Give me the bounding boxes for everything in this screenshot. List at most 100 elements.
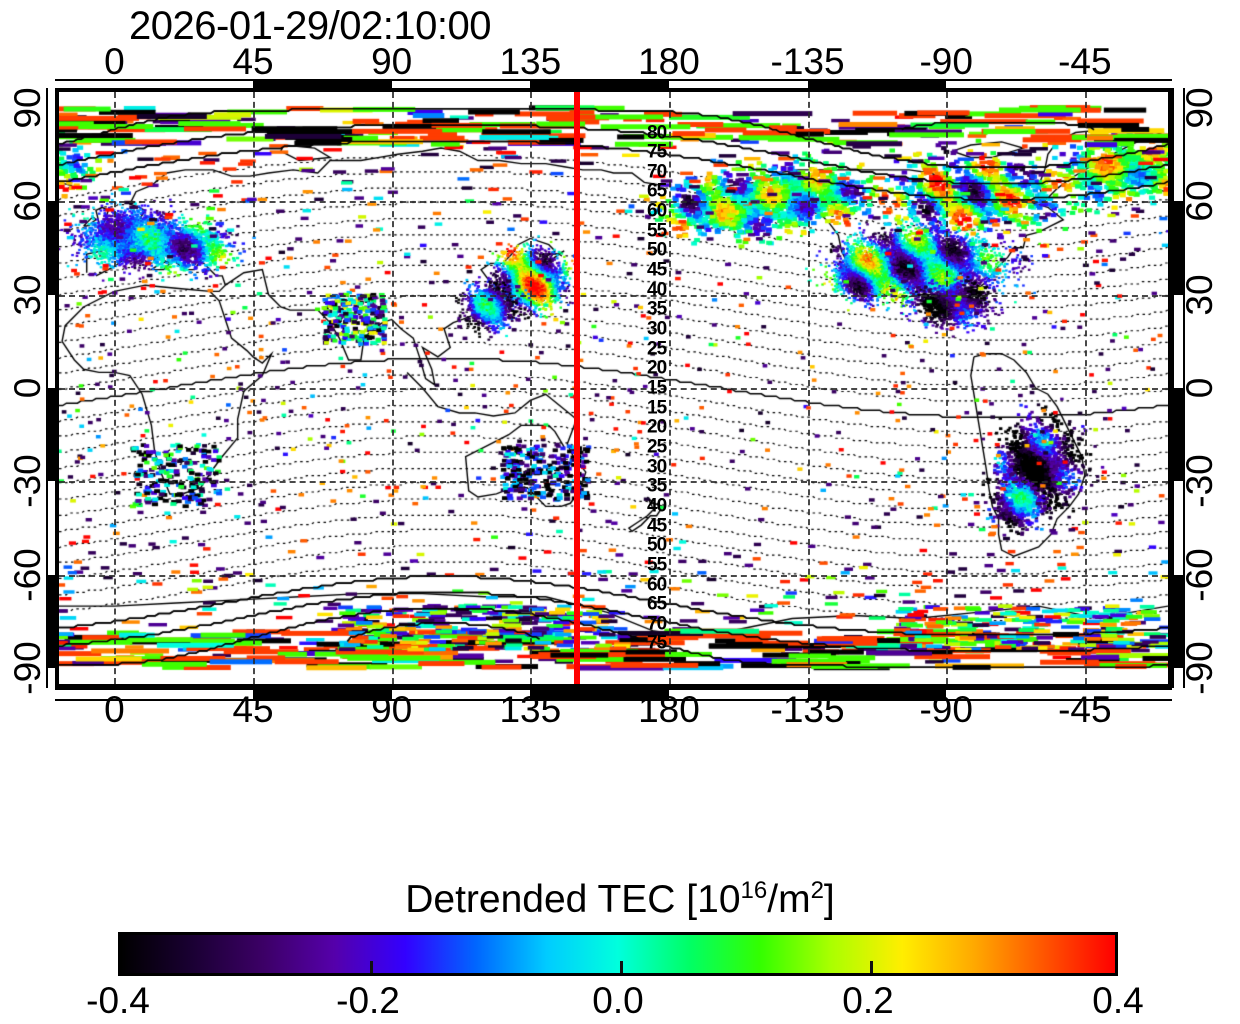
y-tick-label: -30: [1179, 454, 1220, 509]
x-tick-label: -135: [770, 689, 845, 730]
colorbar-exponent-2: 2: [810, 877, 824, 904]
x-tick-label: -45: [1058, 41, 1112, 82]
x-tick-label: 0: [104, 41, 125, 82]
contour-label: 45: [647, 259, 667, 281]
contour-label: 25: [647, 436, 667, 458]
contour-label: 25: [647, 338, 667, 360]
contour-label: 35: [647, 298, 667, 320]
colorbar-tick: [370, 961, 373, 973]
gridline-horizontal: [59, 294, 1168, 297]
y-axis-labels-left: 90 60 30 0 -30 -60 -90: [4, 87, 52, 695]
gridline-horizontal: [59, 388, 1168, 390]
colorbar-gradient: [121, 935, 1115, 973]
colorbar-exponent: 16: [740, 877, 768, 904]
x-tick-label: -45: [1058, 689, 1112, 730]
ruler-segment: [807, 81, 947, 90]
contour-label: 20: [647, 357, 667, 379]
y-tick-label: -60: [1179, 548, 1220, 602]
axis-ruler-right: [1172, 88, 1185, 688]
gridline-horizontal: [59, 574, 1168, 577]
y-tick-label: 0: [1179, 377, 1220, 399]
contour-label: 30: [647, 318, 667, 340]
axis-ruler-bottom: [55, 688, 1172, 701]
colorbar-tick-labels: -0.4 -0.2 0.0 0.2 0.4: [86, 980, 1144, 1024]
y-axis-labels-right: 90 60 30 0 -30 -60 -90: [1176, 87, 1224, 695]
colorbar[interactable]: [118, 932, 1118, 976]
ruler-segment: [253, 690, 392, 699]
contour-label: 45: [647, 515, 667, 537]
x-tick-label: 180: [638, 689, 700, 730]
y-tick-label: -90: [1179, 641, 1220, 696]
x-tick-label: -90: [919, 689, 973, 730]
x-tick-label: 90: [371, 689, 413, 730]
page-title: 2026-01-29/02:10:00: [129, 4, 491, 48]
contour-label: 65: [647, 593, 667, 615]
y-tick-label: -60: [7, 548, 48, 602]
ruler-segment: [1174, 201, 1183, 295]
gridline-horizontal: [59, 481, 1168, 484]
contour-label: 15: [647, 397, 667, 419]
x-tick-label: 180: [638, 41, 700, 82]
colorbar-title: Detrended TEC [1016/m2]: [405, 877, 835, 921]
contour-label: 55: [647, 220, 667, 242]
contour-label: 15: [647, 377, 667, 399]
colorbar-tick-label: 0.0: [592, 980, 644, 1021]
x-tick-label: -135: [770, 41, 845, 82]
x-tick-label: -90: [919, 41, 973, 82]
contour-label: 50: [647, 534, 667, 556]
y-tick-label: -90: [7, 641, 48, 696]
contour-label: 40: [647, 279, 667, 301]
contour-label: 60: [647, 200, 667, 222]
colorbar-tick: [870, 961, 873, 973]
y-tick-label: 90: [1179, 87, 1220, 129]
magnetic-latitude-contour-labels: 80 75 70 65 60 55 50 45 40 35 30 25 20 15 15 20 25 30 35 40…: [59, 92, 1168, 684]
contour-label: 30: [647, 456, 667, 478]
ruler-segment: [807, 690, 947, 699]
y-tick-label: 60: [7, 180, 48, 222]
y-tick-label: 30: [7, 273, 48, 316]
x-tick-label: 45: [232, 689, 274, 730]
y-tick-label: 60: [1179, 180, 1220, 222]
tec-map-canvas: 80 75 70 65 60 55 50 45 40 35 30 25 20 15 15 20 25 30 35 40…: [59, 92, 1168, 684]
y-tick-label: -30: [7, 454, 48, 509]
ruler-segment: [1174, 574, 1183, 669]
colorbar-tick-label: -0.2: [336, 980, 400, 1021]
contour-label: 40: [647, 495, 667, 517]
ruler-segment: [48, 388, 57, 482]
ruler-segment: [48, 574, 57, 669]
x-tick-label: 0: [104, 689, 125, 730]
colorbar-tick: [620, 961, 623, 973]
contour-label: 55: [647, 554, 667, 576]
ruler-segment: [530, 690, 669, 699]
y-tick-label: 0: [7, 377, 48, 399]
ruler-segment: [530, 81, 669, 90]
ruler-segment: [1174, 388, 1183, 482]
x-tick-label: 135: [499, 41, 562, 82]
y-tick-label: 90: [7, 87, 48, 129]
colorbar-tick-label: 0.2: [842, 980, 894, 1021]
x-axis-labels-bottom: 0 45 90 135 180 -135 -90 -45: [55, 690, 1172, 730]
x-tick-label: 45: [232, 41, 274, 82]
colorbar-tick-label: 0.4: [1092, 980, 1144, 1021]
contour-label: 65: [647, 180, 667, 202]
contour-label: 70: [647, 613, 667, 635]
contour-label: 20: [647, 416, 667, 438]
colorbar-tick-label: -0.4: [86, 980, 150, 1021]
contour-label: 80: [647, 122, 667, 143]
contour-label: 60: [647, 574, 667, 596]
contour-label: 35: [647, 475, 667, 497]
x-axis-labels-top: 0 45 90 135 180 -135 -90 -45: [55, 42, 1172, 82]
gridline-horizontal: [59, 201, 1168, 204]
contour-label: 75: [647, 141, 667, 163]
contour-label: 70: [647, 161, 667, 183]
map-gridlines: [59, 92, 1168, 684]
x-tick-label: 90: [371, 41, 413, 82]
contour-label: 75: [647, 632, 667, 654]
terminator-meridian-line: [573, 92, 580, 684]
tec-map-plot[interactable]: 80 75 70 65 60 55 50 45 40 35 30 25 20 15 15 20 25 30 35 40…: [55, 88, 1172, 688]
contour-label: 50: [647, 239, 667, 261]
y-tick-label: 30: [1179, 273, 1220, 316]
x-tick-label: 135: [499, 689, 562, 730]
ruler-segment: [253, 81, 392, 90]
ruler-segment: [48, 201, 57, 295]
